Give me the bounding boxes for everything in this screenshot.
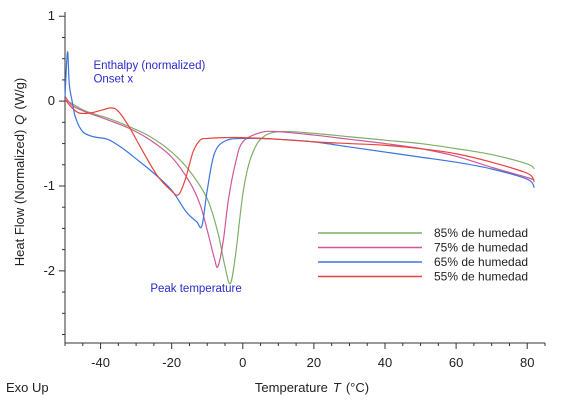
- annotation-1: Enthalpy (normalized): [93, 60, 205, 72]
- x-axis-title: Temperature T (°C): [255, 380, 369, 395]
- x-tick-label: 20: [307, 355, 321, 370]
- exo-up-label: Exo Up: [6, 380, 49, 395]
- tick-group: -40 -20 0 20 40 60 80 1 0 -1 -2: [43, 8, 546, 370]
- x-tick-label: 40: [378, 355, 392, 370]
- legend-label-1: 85% de humedad: [434, 226, 528, 240]
- y-tick-label: 0: [48, 93, 55, 108]
- y-tick-label: -2: [43, 263, 55, 278]
- legend-label-2: 75% de humedad: [434, 241, 528, 255]
- annotation-layer: Enthalpy (normalized)Onset x Peak tempera…: [93, 60, 241, 295]
- x-tick-label: 80: [520, 355, 534, 370]
- y-tick-label: 1: [48, 8, 55, 23]
- series-layer: [64, 51, 535, 285]
- annotation-2: Onset x: [93, 73, 133, 85]
- legend-label-3: 65% de humedad: [434, 255, 528, 269]
- y-axis-title: Heat Flow (Normalized)Q(W/g): [12, 78, 27, 266]
- series-line-3: [64, 51, 535, 229]
- axes-frame: [64, 12, 545, 344]
- x-tick-label: -20: [162, 355, 181, 370]
- annotation-3: Peak temperature: [150, 283, 241, 295]
- legend-label-4: 55% de humedad: [434, 270, 528, 284]
- series-line-4: [64, 99, 535, 196]
- x-tick-label: 0: [239, 355, 246, 370]
- y-tick-label: -1: [43, 178, 55, 193]
- x-tick-label: -40: [91, 355, 110, 370]
- x-tick-label: 60: [449, 355, 463, 370]
